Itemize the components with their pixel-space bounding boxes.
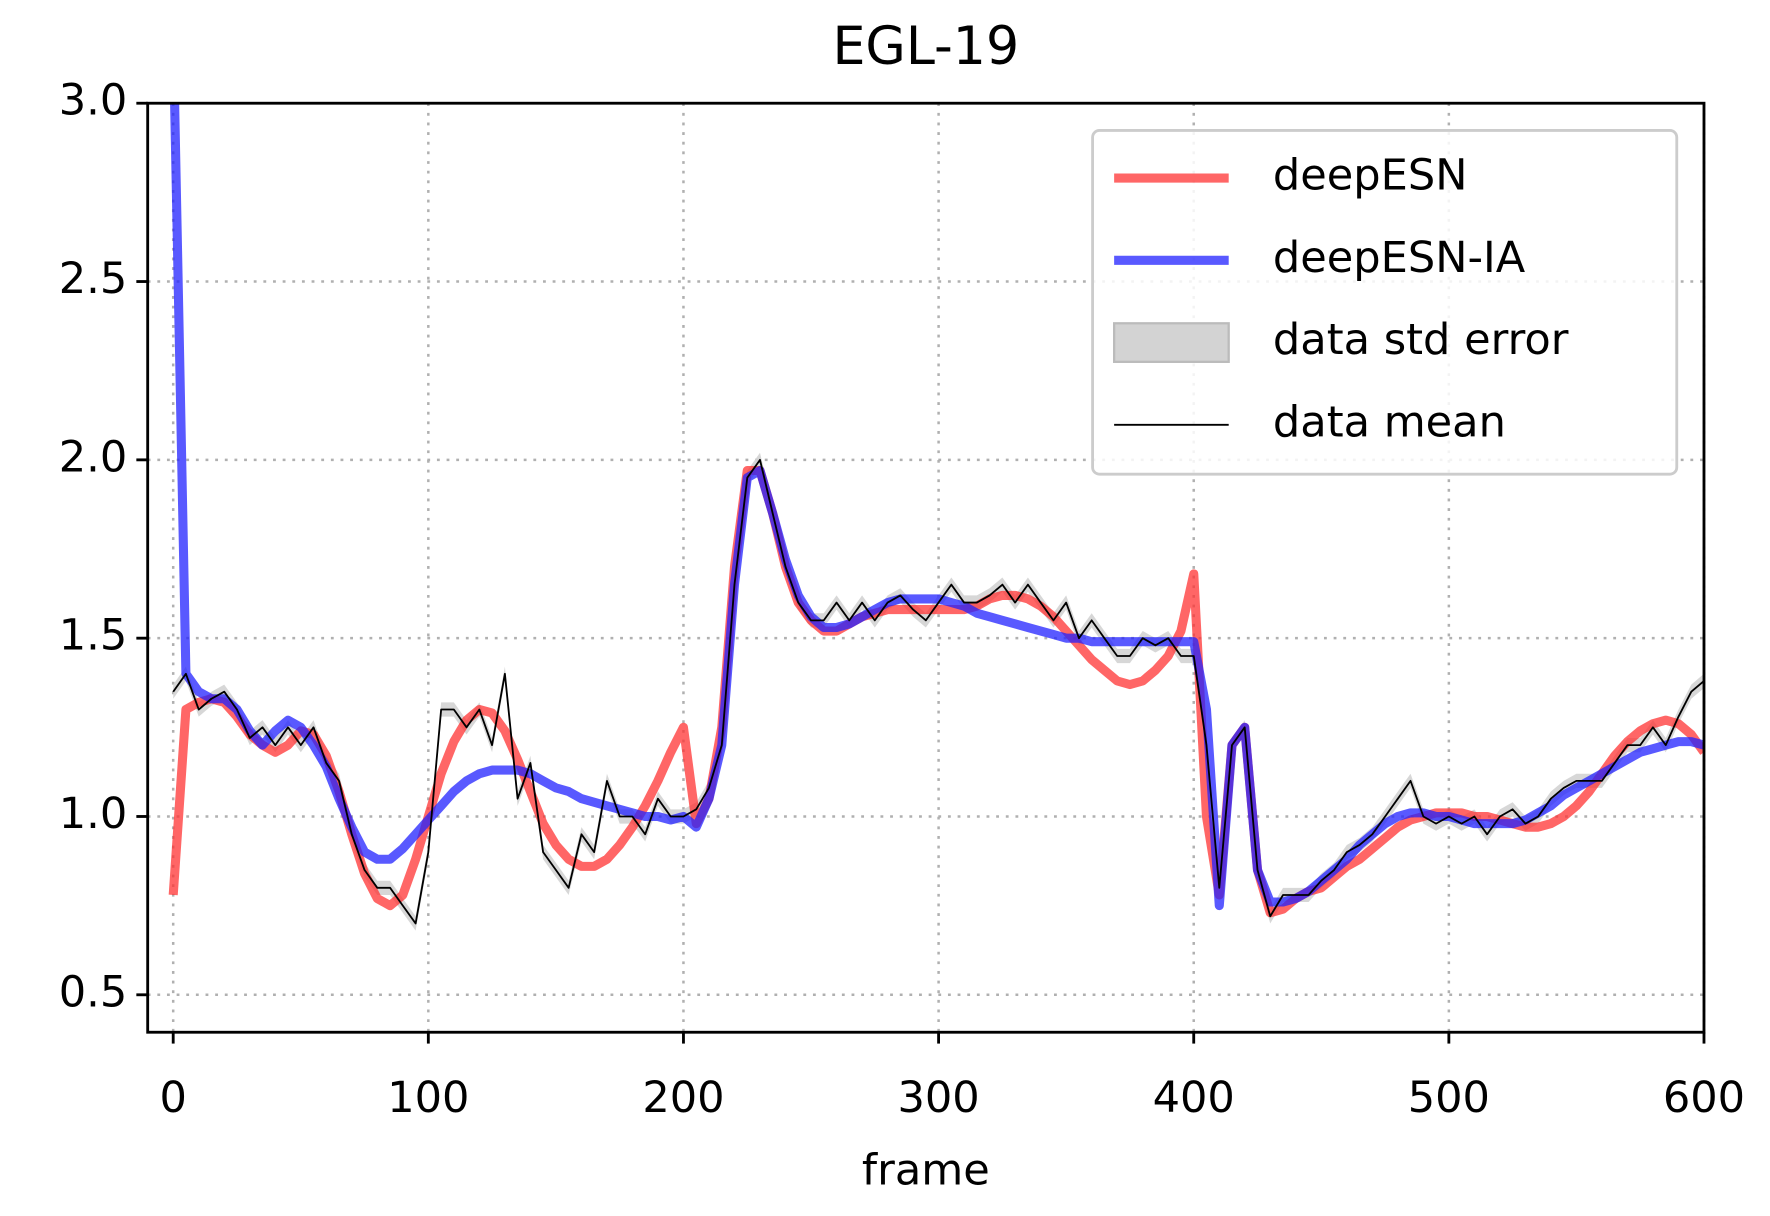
y-tick-label: 3.0: [59, 76, 128, 126]
x-axis-label: frame: [862, 1145, 990, 1195]
plot-frame: [146, 101, 1706, 1034]
legend-frame: [1091, 129, 1679, 476]
x-tick-label: 200: [642, 1073, 724, 1123]
legend-label: data std error: [1273, 315, 1569, 365]
x-tick-label: 100: [387, 1073, 469, 1123]
x-tick-label: 600: [1663, 1073, 1745, 1123]
series-line: [172, 458, 1704, 925]
legend-label: data mean: [1273, 397, 1506, 447]
x-tick-label: 500: [1408, 1073, 1490, 1123]
x-tick-label: 400: [1153, 1073, 1235, 1123]
y-tick-label: 1.0: [59, 789, 128, 839]
y-tick-label: 1.5: [59, 611, 128, 661]
y-tick-label: 0.5: [59, 967, 128, 1017]
x-tick-label: 0: [159, 1073, 186, 1123]
y-tick-label: 2.5: [59, 254, 128, 304]
y-tick-label: 2.0: [59, 432, 128, 482]
legend-swatch: [1112, 322, 1230, 363]
legend-label: deepESN-IA: [1273, 233, 1526, 283]
legend-label: deepESN: [1273, 151, 1468, 201]
chart-title: EGL-19: [832, 17, 1019, 77]
x-tick-label: 300: [897, 1073, 979, 1123]
